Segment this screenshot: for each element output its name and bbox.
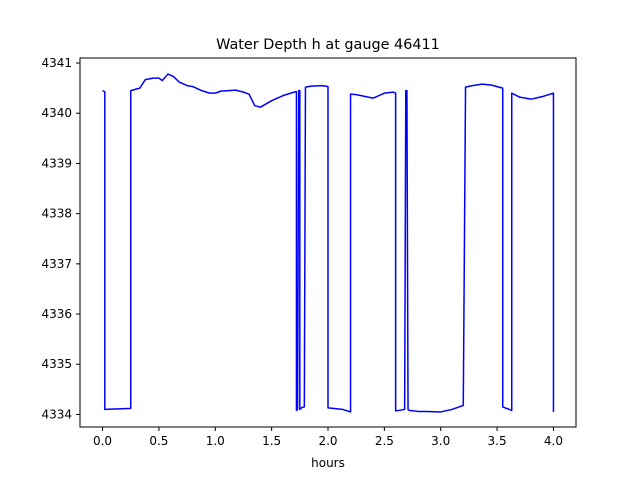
y-tick-label: 4334 — [41, 407, 72, 421]
series-lines — [102, 73, 555, 413]
plot-frame — [79, 57, 577, 428]
y-tick-label: 4335 — [41, 357, 72, 371]
x-tick-label: 0.0 — [93, 434, 112, 448]
x-tick-label: 3.5 — [488, 434, 507, 448]
x-tick-label: 3.0 — [431, 434, 450, 448]
y-tick-label: 4339 — [41, 156, 72, 170]
y-axis-ticks: 4334 4335 4336 4337 4338 4339 4340 4341 — [41, 56, 80, 421]
chart-title: Water Depth h at gauge 46411 — [216, 37, 440, 53]
x-tick-label: 1.0 — [206, 434, 225, 448]
x-tick-label: 1.5 — [262, 434, 281, 448]
y-tick-label: 4340 — [41, 106, 72, 120]
x-tick-label: 4.0 — [544, 434, 563, 448]
x-tick-label: 2.5 — [375, 434, 394, 448]
x-axis-label: hours — [311, 456, 345, 470]
y-tick-label: 4338 — [41, 207, 72, 221]
y-tick-label: 4337 — [41, 257, 72, 271]
series-line-0 — [102, 73, 555, 413]
y-tick-label: 4341 — [41, 56, 72, 70]
x-tick-label: 2.0 — [318, 434, 337, 448]
x-axis-ticks: 0.0 0.5 1.0 1.5 2.0 2.5 3.0 3.5 4.0 — [93, 427, 563, 448]
y-tick-label: 4336 — [41, 307, 72, 321]
x-tick-label: 0.5 — [149, 434, 168, 448]
